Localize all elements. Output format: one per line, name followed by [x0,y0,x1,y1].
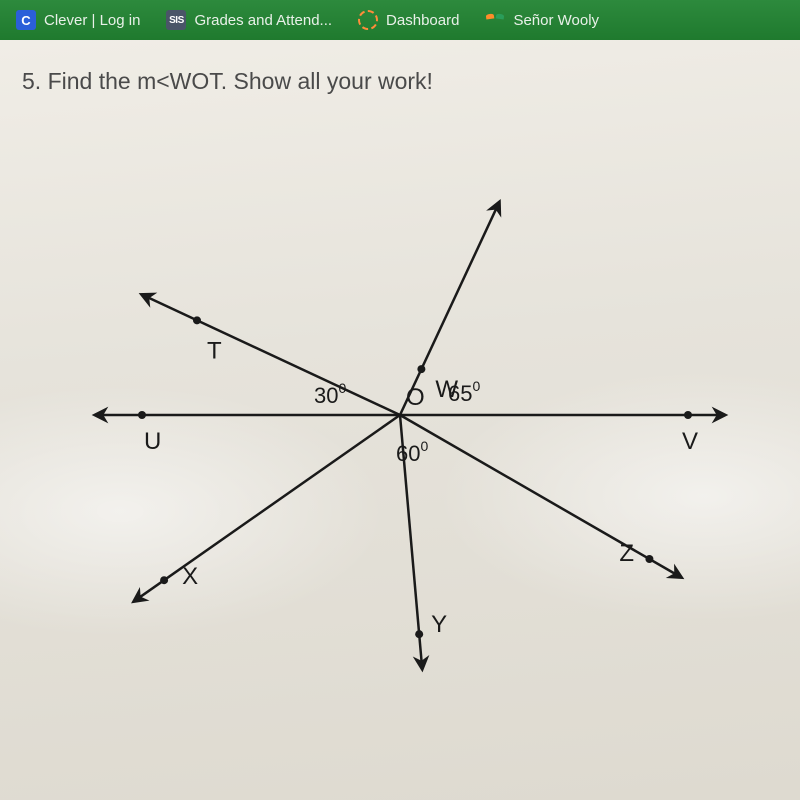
clever-icon: C [16,10,36,30]
point-label-U: U [144,428,161,455]
browser-tab-bar: C Clever | Log in SIS Grades and Attend.… [0,0,800,40]
dashboard-icon [358,10,378,30]
tab-clever[interactable]: C Clever | Log in [4,4,152,36]
tab-label: Grades and Attend... [194,12,332,29]
point-label-X: X [182,563,198,590]
tab-grades[interactable]: SIS Grades and Attend... [154,4,344,36]
tab-label: Clever | Log in [44,12,140,29]
tab-label: Dashboard [386,12,459,29]
question-body: Find the m<WOT. Show all your work! [48,68,433,94]
ray-Z [400,415,677,575]
angle-label-1: 650 [448,378,480,406]
ray-point-T [193,316,201,324]
question-number: 5. [22,68,41,94]
question-text: 5. Find the m<WOT. Show all your work! [22,68,778,95]
ray-point-Y [415,630,423,638]
ray-point-W [417,365,425,373]
angle-label-0: 300 [314,380,346,408]
point-label-V: V [682,428,698,455]
diagram-svg: WVZYXUTO 300650600 [50,135,750,695]
ray-T [146,297,400,415]
sis-icon: SIS [166,10,186,30]
page-content: 5. Find the m<WOT. Show all your work! W… [0,40,800,800]
point-label-T: T [207,337,222,364]
wooly-icon [485,10,505,30]
ray-X [138,415,400,599]
center-label: O [406,384,425,411]
angle-diagram: WVZYXUTO 300650600 [50,135,750,695]
tab-label: Señor Wooly [513,12,599,29]
point-label-Z: Z [619,540,634,567]
ray-point-Z [645,555,653,563]
tab-wooly[interactable]: Señor Wooly [473,4,611,36]
point-label-Y: Y [431,611,447,638]
tab-dashboard[interactable]: Dashboard [346,4,471,36]
ray-point-X [160,576,168,584]
ray-point-V [684,411,692,419]
ray-point-U [138,411,146,419]
angle-label-2: 600 [396,438,428,466]
